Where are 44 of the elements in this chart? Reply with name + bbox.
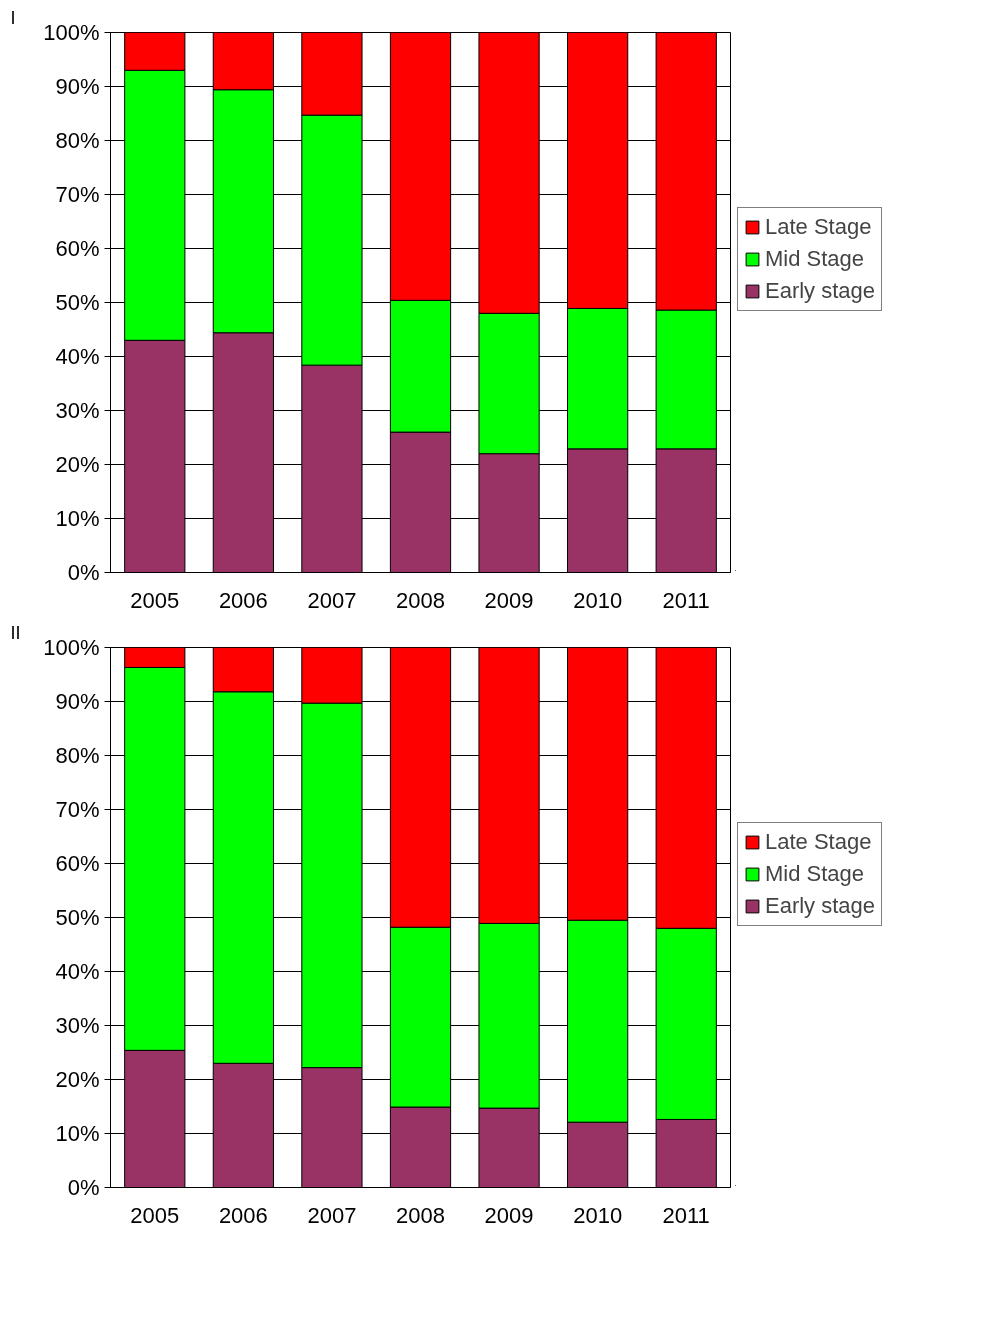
x-tick-label: 2011 [662,587,710,613]
y-tick-label: 30% [55,398,100,423]
y-tick-label: 30% [55,1013,100,1038]
y-tick-label: 40% [55,344,100,369]
legend-label: Early stage [765,278,876,304]
x-tick-label: 2007 [307,587,357,613]
y-tick-label: 60% [55,236,100,261]
chart-title: I [10,7,16,28]
y-tick-label: 90% [55,74,100,99]
y-tick-label: 100% [43,20,100,45]
y-tick-label: 80% [55,128,100,153]
chart-title: II [10,622,21,643]
x-tick-label: 2006 [218,587,268,613]
legend-label: Mid Stage [765,246,865,272]
y-tick-label: 60% [55,851,100,876]
x-tick-label: 2005 [130,587,180,613]
y-tick-label: 90% [55,689,100,714]
y-tick-label: 20% [55,1067,100,1092]
x-tick-label: 2009 [484,1202,534,1228]
y-tick-label: 0% [67,1175,100,1200]
legend-label: Mid Stage [765,861,865,887]
x-tick-label: 2010 [573,587,623,613]
x-tick-label: 2006 [218,1202,268,1228]
y-tick-label: 50% [55,905,100,930]
y-tick-label: 100% [43,635,100,660]
y-tick-label: 70% [55,797,100,822]
y-tick-label: 20% [55,452,100,477]
x-tick-label: 2009 [484,587,534,613]
legend-label: Early stage [765,893,876,919]
y-tick-label: 70% [55,182,100,207]
x-tick-label: 2008 [396,1202,445,1228]
legend-label: Late Stage [765,214,872,240]
y-tick-label: 80% [55,743,100,768]
y-tick-label: 0% [67,560,100,585]
y-tick-label: 10% [55,506,100,531]
x-tick-label: 2010 [573,1202,623,1228]
y-tick-label: 40% [55,959,100,984]
x-tick-label: 2005 [130,1202,180,1228]
y-tick-label: 50% [55,290,100,315]
x-tick-label: 2008 [396,587,445,613]
y-tick-label: 10% [55,1121,100,1146]
legend-label: Late Stage [765,829,872,855]
x-tick-label: 2007 [307,1202,357,1228]
x-tick-label: 2011 [662,1202,710,1228]
